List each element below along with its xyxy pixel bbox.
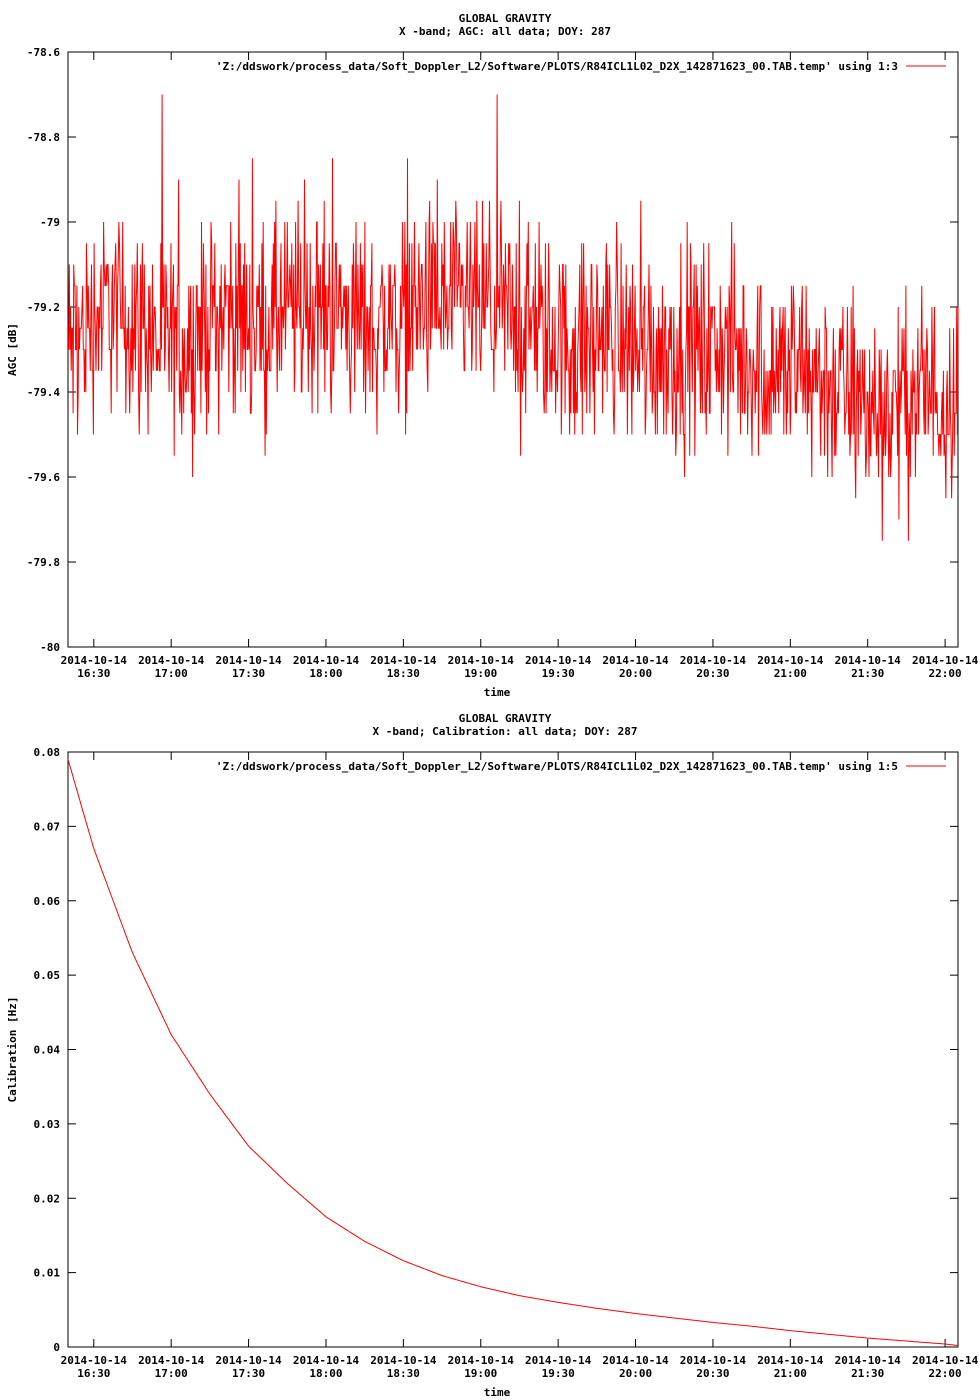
x-tick-label-date: 2014-10-14 xyxy=(138,1354,205,1367)
y-tick-label: 0.01 xyxy=(34,1267,61,1280)
x-tick-label-time: 20:00 xyxy=(619,667,652,680)
x-tick-label-time: 19:30 xyxy=(542,1367,575,1380)
x-tick-label-date: 2014-10-14 xyxy=(602,1354,669,1367)
x-tick-label-time: 16:30 xyxy=(77,1367,110,1380)
y-tick-label: -79.4 xyxy=(27,386,60,399)
x-tick-label-date: 2014-10-14 xyxy=(448,654,515,667)
legend-label: 'Z:/ddswork/process_data/Soft_Doppler_L2… xyxy=(216,760,898,773)
x-tick-label-time: 18:30 xyxy=(387,667,420,680)
x-tick-label-time: 17:30 xyxy=(232,1367,265,1380)
y-tick-label: -79.8 xyxy=(27,556,60,569)
y-tick-label: 0.07 xyxy=(34,820,61,833)
y-tick-label: 0.03 xyxy=(34,1118,61,1131)
x-tick-label-date: 2014-10-14 xyxy=(370,1354,437,1367)
chart-title: GLOBAL GRAVITY xyxy=(459,712,552,725)
chart-title: GLOBAL GRAVITY xyxy=(459,12,552,25)
y-tick-label: -78.6 xyxy=(27,46,60,59)
x-tick-label-date: 2014-10-14 xyxy=(757,1354,824,1367)
x-tick-label-date: 2014-10-14 xyxy=(912,654,979,667)
y-tick-label: 0.02 xyxy=(34,1192,61,1205)
x-tick-label-date: 2014-10-14 xyxy=(448,1354,515,1367)
x-tick-label-time: 17:30 xyxy=(232,667,265,680)
y-tick-label: -79.6 xyxy=(27,471,60,484)
x-tick-label-time: 20:30 xyxy=(696,667,729,680)
x-tick-label-time: 22:00 xyxy=(929,667,962,680)
x-tick-label-time: 21:30 xyxy=(851,667,884,680)
x-tick-label-date: 2014-10-14 xyxy=(61,1354,128,1367)
x-tick-label-time: 17:00 xyxy=(155,1367,188,1380)
y-tick-label: -79.2 xyxy=(27,301,60,314)
x-tick-label-time: 22:00 xyxy=(929,1367,962,1380)
x-tick-label-date: 2014-10-14 xyxy=(525,654,592,667)
series-line xyxy=(67,759,959,1346)
x-tick-label-date: 2014-10-14 xyxy=(293,654,360,667)
x-tick-label-date: 2014-10-14 xyxy=(680,1354,747,1367)
x-tick-label-time: 18:00 xyxy=(309,667,342,680)
chart-subtitle: X -band; AGC: all data; DOY: 287 xyxy=(399,25,611,38)
x-tick-label-date: 2014-10-14 xyxy=(525,1354,592,1367)
y-tick-label: -78.8 xyxy=(27,131,60,144)
y-tick-label: -79 xyxy=(40,216,60,229)
legend-label: 'Z:/ddswork/process_data/Soft_Doppler_L2… xyxy=(216,60,898,73)
x-tick-label-time: 19:00 xyxy=(464,667,497,680)
y-tick-label: 0.05 xyxy=(34,969,61,982)
x-tick-label-date: 2014-10-14 xyxy=(138,654,205,667)
x-tick-label-time: 18:30 xyxy=(387,1367,420,1380)
x-tick-label-date: 2014-10-14 xyxy=(370,654,437,667)
x-axis-label: time xyxy=(484,1386,511,1399)
x-tick-label-date: 2014-10-14 xyxy=(835,654,902,667)
x-tick-label-time: 19:00 xyxy=(464,1367,497,1380)
y-tick-label: 0 xyxy=(53,1341,60,1354)
x-tick-label-date: 2014-10-14 xyxy=(61,654,128,667)
x-tick-label-time: 16:30 xyxy=(77,667,110,680)
x-tick-label-date: 2014-10-14 xyxy=(680,654,747,667)
y-axis-label: AGC [dB] xyxy=(6,323,19,376)
x-tick-label-time: 21:00 xyxy=(774,667,807,680)
x-tick-label-date: 2014-10-14 xyxy=(215,654,282,667)
x-tick-label-time: 20:30 xyxy=(696,1367,729,1380)
x-tick-label-time: 20:00 xyxy=(619,1367,652,1380)
plot-frame xyxy=(67,751,959,1348)
x-tick-label-date: 2014-10-14 xyxy=(293,1354,360,1367)
x-tick-label-time: 19:30 xyxy=(542,667,575,680)
x-tick-label-time: 18:00 xyxy=(309,1367,342,1380)
x-tick-label-time: 17:00 xyxy=(155,667,188,680)
x-tick-label-date: 2014-10-14 xyxy=(757,654,824,667)
x-tick-label-date: 2014-10-14 xyxy=(835,1354,902,1367)
series-line xyxy=(68,94,959,541)
x-axis-label: time xyxy=(484,686,511,699)
y-tick-label: 0.04 xyxy=(34,1044,61,1057)
x-tick-label-time: 21:30 xyxy=(851,1367,884,1380)
y-tick-label: -80 xyxy=(40,641,60,654)
x-tick-label-time: 21:00 xyxy=(774,1367,807,1380)
chart-subtitle: X -band; Calibration: all data; DOY: 287 xyxy=(373,725,638,738)
x-tick-label-date: 2014-10-14 xyxy=(912,1354,979,1367)
y-tick-label: 0.08 xyxy=(34,746,61,759)
y-tick-label: 0.06 xyxy=(34,895,61,908)
x-tick-label-date: 2014-10-14 xyxy=(215,1354,282,1367)
x-tick-label-date: 2014-10-14 xyxy=(602,654,669,667)
y-axis-label: Calibration [Hz] xyxy=(6,997,19,1103)
